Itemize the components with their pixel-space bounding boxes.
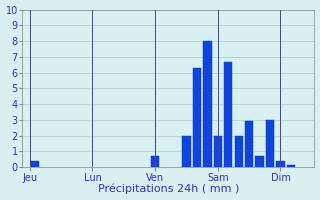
X-axis label: Précipitations 24h ( mm ): Précipitations 24h ( mm ) bbox=[98, 184, 239, 194]
Bar bbox=[235, 136, 243, 167]
Bar bbox=[255, 156, 264, 167]
Bar bbox=[203, 41, 212, 167]
Bar bbox=[276, 161, 285, 167]
Bar bbox=[151, 156, 159, 167]
Bar bbox=[31, 161, 39, 167]
Bar bbox=[287, 165, 295, 167]
Bar bbox=[214, 136, 222, 167]
Bar bbox=[266, 120, 274, 167]
Bar bbox=[193, 68, 201, 167]
Bar bbox=[182, 136, 191, 167]
Bar bbox=[224, 62, 232, 167]
Bar bbox=[245, 121, 253, 167]
